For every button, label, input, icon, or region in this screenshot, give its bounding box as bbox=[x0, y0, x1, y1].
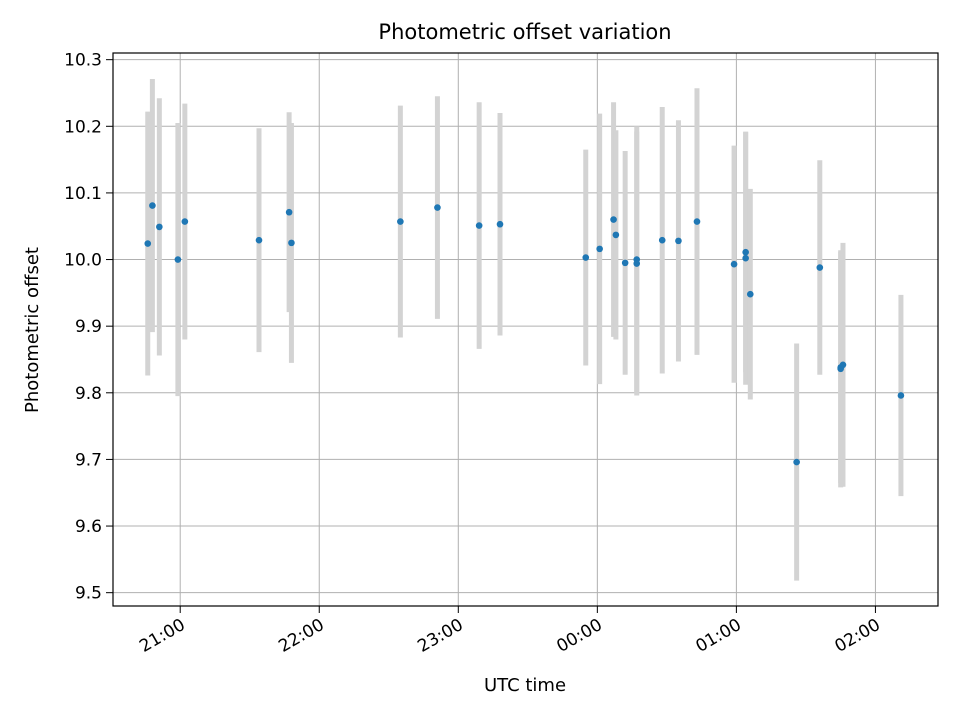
y-tick-label: 9.8 bbox=[75, 384, 102, 404]
data-point bbox=[793, 458, 800, 466]
y-tick-label: 9.9 bbox=[75, 317, 102, 337]
data-point bbox=[621, 259, 629, 267]
data-point bbox=[742, 248, 749, 256]
data-point bbox=[288, 239, 295, 247]
y-tick-label: 9.5 bbox=[75, 584, 102, 604]
data-point bbox=[434, 204, 441, 211]
data-point bbox=[675, 237, 682, 245]
data-point bbox=[693, 218, 701, 225]
data-point bbox=[596, 245, 603, 253]
data-point bbox=[746, 290, 754, 298]
data-point bbox=[285, 208, 293, 216]
data-point bbox=[730, 260, 738, 268]
data-point bbox=[144, 240, 152, 247]
data-point bbox=[816, 264, 824, 271]
data-point bbox=[742, 254, 749, 262]
y-tick-label: 10.3 bbox=[64, 51, 102, 71]
x-axis-label: UTC time bbox=[484, 675, 566, 696]
y-tick-label: 9.7 bbox=[75, 450, 102, 470]
data-point bbox=[897, 392, 905, 399]
data-point bbox=[658, 236, 666, 244]
grid-lines bbox=[113, 53, 938, 606]
data-point bbox=[839, 361, 847, 369]
plot-frame bbox=[112, 52, 939, 607]
y-tick-label: 10.2 bbox=[64, 117, 102, 137]
data-point bbox=[181, 218, 189, 225]
y-axis-label: Photometric offset bbox=[22, 247, 43, 413]
data-point bbox=[397, 218, 404, 225]
data-point bbox=[582, 254, 590, 261]
chart-title: Photometric offset variation bbox=[378, 20, 671, 44]
data-point bbox=[174, 256, 182, 263]
y-tick-label: 9.6 bbox=[75, 517, 102, 537]
data-point bbox=[149, 202, 156, 209]
data-point bbox=[610, 216, 617, 223]
data-point bbox=[255, 236, 263, 244]
data-point bbox=[496, 220, 504, 228]
data-point bbox=[156, 223, 163, 231]
y-tick-label: 10.0 bbox=[64, 251, 102, 271]
data-point bbox=[612, 231, 620, 239]
data-points bbox=[144, 202, 905, 466]
y-axis-ticks: 9.5 9.6 9.7 9.8 9.9 10.0 10.1 10.2 10.3 bbox=[64, 51, 113, 604]
data-point bbox=[475, 222, 483, 229]
y-tick-label: 10.1 bbox=[64, 184, 102, 204]
data-point bbox=[633, 260, 641, 267]
